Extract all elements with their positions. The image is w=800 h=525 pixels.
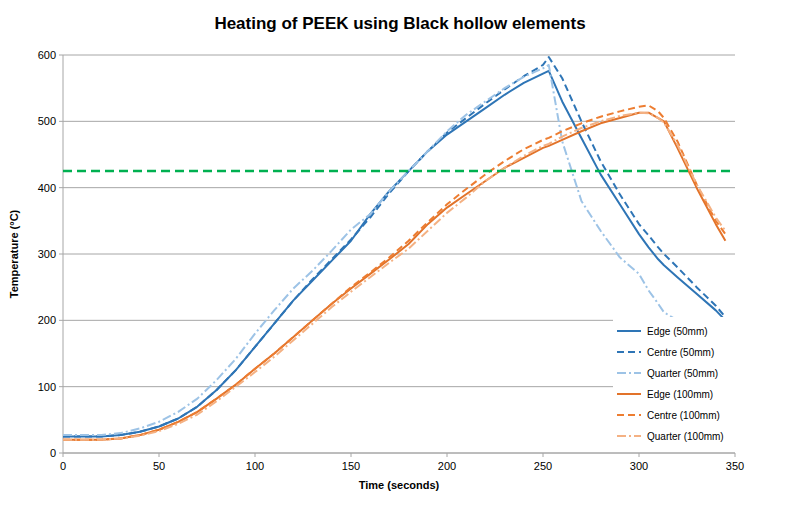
x-tick-label: 50	[153, 460, 165, 472]
legend-label: Quarter (50mm)	[647, 368, 718, 379]
legend-swatch	[617, 372, 641, 374]
grid-line	[63, 254, 735, 255]
y-axis	[63, 55, 64, 453]
y-tick	[59, 187, 63, 188]
title: Heating of PEEK using Black hollow eleme…	[214, 14, 585, 33]
x-tick	[447, 453, 448, 457]
x-tick	[543, 453, 544, 457]
x-tick-label: 200	[438, 460, 456, 472]
y-tick	[59, 254, 63, 255]
legend-box	[613, 317, 735, 451]
x-axis-label: Time (seconds)	[359, 479, 440, 491]
y-tick	[59, 386, 63, 387]
legend-label: Edge (100mm)	[647, 389, 713, 400]
x-tick-label: 350	[726, 460, 744, 472]
y-tick-label: 300	[38, 248, 56, 260]
legend-label: Centre (100mm)	[647, 410, 720, 421]
legend-swatch	[617, 330, 641, 332]
x-tick	[639, 453, 640, 457]
x-tick	[63, 453, 64, 457]
y-tick-label: 0	[50, 447, 56, 459]
legend-label: Edge (50mm)	[647, 326, 708, 337]
x-tick-label: 300	[630, 460, 648, 472]
legend: Edge (50mm) Centre (50mm) Quarter (50mm) Ed…	[613, 317, 735, 451]
legend-swatch	[617, 351, 641, 353]
y-axis-label: Temperature (°C)	[8, 209, 20, 298]
legend-swatch	[617, 414, 641, 416]
y-tick	[59, 453, 63, 454]
grid-line	[63, 453, 735, 454]
grid-line	[63, 187, 735, 188]
legend-swatch	[617, 393, 641, 395]
y-tick-label: 200	[38, 314, 56, 326]
x-axis	[63, 453, 735, 454]
x-tick-label: 150	[342, 460, 360, 472]
x-tick-label: 0	[60, 460, 66, 472]
x-tick	[255, 453, 256, 457]
y-tick	[59, 320, 63, 321]
legend-label: Centre (50mm)	[647, 347, 714, 358]
grid-line	[63, 55, 735, 56]
x-tick-label: 250	[534, 460, 552, 472]
x-tick	[159, 453, 160, 457]
grid-line	[63, 121, 735, 122]
x-tick-label: 100	[246, 460, 264, 472]
y-tick-label: 600	[38, 49, 56, 61]
y-tick-label: 400	[38, 182, 56, 194]
chart: Heating of PEEK using Black hollow eleme…	[0, 0, 800, 525]
x-tick	[351, 453, 352, 457]
series-line	[63, 65, 677, 435]
y-tick-label: 100	[38, 381, 56, 393]
background	[0, 0, 800, 525]
legend-label: Quarter (100mm)	[647, 431, 724, 442]
reference-line	[63, 170, 735, 173]
y-tick	[59, 55, 63, 56]
legend-swatch	[617, 435, 641, 437]
y-tick	[59, 121, 63, 122]
x-tick	[735, 453, 736, 457]
y-tick-label: 500	[38, 115, 56, 127]
